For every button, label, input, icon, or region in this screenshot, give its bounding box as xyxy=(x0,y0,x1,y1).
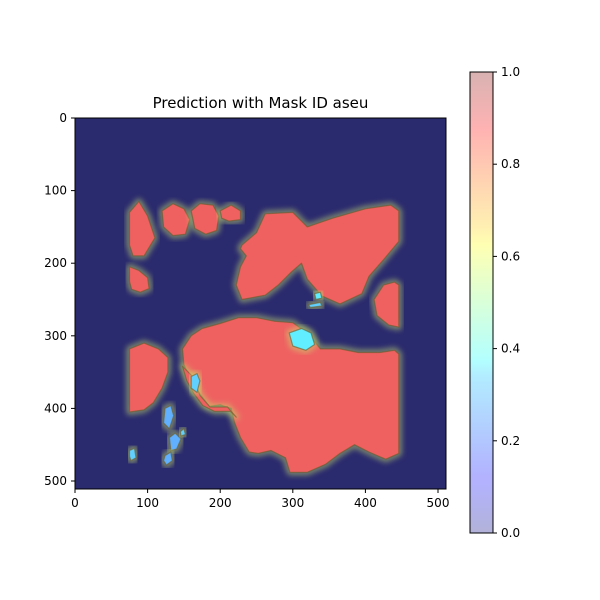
x-tick-label: 0 xyxy=(71,496,79,510)
mask-region xyxy=(219,204,242,222)
colorbar-tick-label: 1.0 xyxy=(501,65,520,79)
mask-region xyxy=(190,203,220,235)
mask-region xyxy=(314,291,323,301)
y-tick-label: 300 xyxy=(44,329,67,343)
mask-region xyxy=(163,451,173,466)
colorbar-ticks: 0.0 0.2 0.4 0.6 0.8 1.0 xyxy=(493,65,520,540)
mask-region xyxy=(128,200,156,257)
colorbar-frame xyxy=(469,71,494,534)
colorbar-tick-label: 0.0 xyxy=(501,526,520,540)
mask-region xyxy=(308,301,323,309)
mask-region xyxy=(128,266,150,293)
y-tick-label: 200 xyxy=(44,256,67,270)
mask-region xyxy=(168,432,182,452)
y-tick-label: 500 xyxy=(44,474,67,488)
x-tick-label: 500 xyxy=(427,496,450,510)
plot-area xyxy=(74,117,447,490)
chart-title: Prediction with Mask ID aseu xyxy=(153,94,369,112)
x-tick-label: 300 xyxy=(281,496,304,510)
y-axis: 0 100 200 300 400 500 xyxy=(44,111,75,488)
x-tick-label: 200 xyxy=(209,496,232,510)
x-axis: 0 100 200 300 400 500 xyxy=(71,489,449,510)
y-tick-label: 400 xyxy=(44,401,67,415)
mask-region xyxy=(161,203,191,237)
mask-region xyxy=(163,404,175,430)
mask-regions xyxy=(126,198,402,476)
colorbar: 0.0 0.2 0.4 0.6 0.8 1.0 xyxy=(469,65,520,540)
mask-region xyxy=(235,204,400,305)
mask-region xyxy=(373,281,400,328)
mask-region xyxy=(288,327,316,351)
x-tick-label: 100 xyxy=(136,496,159,510)
mask-region xyxy=(128,342,169,413)
mask-region xyxy=(128,447,137,462)
x-tick-label: 400 xyxy=(354,496,377,510)
colorbar-gradient xyxy=(470,72,493,533)
mask-region xyxy=(179,428,186,437)
plot-frame xyxy=(74,117,447,490)
mask-region xyxy=(190,373,201,393)
y-tick-label: 100 xyxy=(44,184,67,198)
colorbar-tick-label: 0.6 xyxy=(501,249,520,263)
colorbar-tick-label: 0.2 xyxy=(501,434,520,448)
colorbar-tick-label: 0.8 xyxy=(501,157,520,171)
y-tick-label: 0 xyxy=(59,111,67,125)
colorbar-tick-label: 0.4 xyxy=(501,342,520,356)
